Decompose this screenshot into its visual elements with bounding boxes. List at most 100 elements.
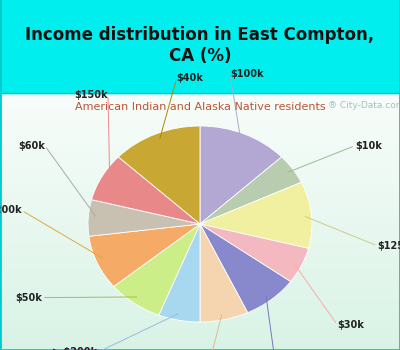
Bar [0, 250, 400, 252]
Bar [0, 149, 400, 152]
Bar [0, 160, 400, 162]
Bar [0, 345, 400, 348]
Bar [0, 144, 400, 147]
Bar [0, 273, 400, 275]
Bar [0, 222, 400, 224]
Bar [0, 242, 400, 245]
Bar [0, 304, 400, 306]
Bar [0, 245, 400, 247]
Bar [0, 121, 400, 124]
Text: $10k: $10k [355, 141, 382, 150]
Bar [0, 134, 400, 136]
Bar [0, 281, 400, 283]
Bar [0, 299, 400, 301]
Bar [0, 193, 400, 196]
Bar [0, 319, 400, 322]
Bar [0, 332, 400, 335]
Bar [0, 270, 400, 273]
Bar [0, 265, 400, 268]
Bar [0, 224, 400, 226]
Wedge shape [200, 224, 291, 313]
Text: $40k: $40k [177, 74, 204, 83]
Bar [0, 286, 400, 288]
Bar [0, 95, 400, 98]
Bar [0, 229, 400, 232]
Bar [0, 226, 400, 229]
Bar [0, 312, 400, 314]
Text: Income distribution in East Compton,
CA (%): Income distribution in East Compton, CA … [26, 26, 374, 65]
Bar [0, 278, 400, 281]
Bar [0, 198, 400, 201]
Bar [0, 206, 400, 209]
Bar [0, 260, 400, 262]
Text: $200k: $200k [0, 205, 22, 215]
Bar [0, 196, 400, 198]
Bar [0, 152, 400, 154]
Bar [0, 324, 400, 327]
Bar [0, 316, 400, 319]
Bar [0, 327, 400, 329]
Bar [0, 100, 400, 103]
Bar [0, 283, 400, 286]
Text: $150k: $150k [74, 90, 108, 100]
Text: $100k: $100k [230, 69, 264, 79]
Bar [0, 252, 400, 255]
Bar [0, 301, 400, 304]
Text: > $200k: > $200k [52, 348, 97, 350]
Wedge shape [200, 157, 301, 224]
Bar [0, 262, 400, 265]
Bar [0, 124, 400, 126]
Bar [0, 154, 400, 157]
Text: $60k: $60k [18, 141, 45, 150]
Bar [0, 348, 400, 350]
Bar [0, 314, 400, 316]
Bar [0, 131, 400, 134]
Bar [0, 203, 400, 206]
Bar [0, 219, 400, 222]
Wedge shape [118, 126, 200, 224]
Bar [0, 306, 400, 309]
Text: $125k: $125k [378, 241, 400, 251]
Wedge shape [200, 224, 308, 282]
Bar [0, 106, 400, 108]
Text: American Indian and Alaska Native residents: American Indian and Alaska Native reside… [75, 102, 325, 112]
Bar [0, 118, 400, 121]
Bar [0, 98, 400, 100]
Bar [0, 291, 400, 293]
Bar [0, 201, 400, 203]
Bar [0, 209, 400, 211]
Wedge shape [200, 182, 312, 248]
Bar [0, 170, 400, 173]
Bar [0, 257, 400, 260]
Bar [0, 188, 400, 190]
Bar [0, 103, 400, 106]
Bar [0, 108, 400, 111]
Bar [0, 147, 400, 149]
Bar [0, 322, 400, 324]
Bar [0, 309, 400, 312]
Bar [0, 216, 400, 219]
Wedge shape [92, 157, 200, 224]
Bar [0, 337, 400, 340]
Bar [0, 142, 400, 144]
Bar [0, 139, 400, 142]
Bar [0, 214, 400, 216]
Bar [0, 113, 400, 116]
Bar [0, 247, 400, 250]
Wedge shape [159, 224, 200, 322]
Bar [0, 0, 400, 93]
Bar [0, 129, 400, 131]
Bar [0, 232, 400, 234]
Bar [0, 167, 400, 170]
Bar [0, 116, 400, 118]
Bar [0, 211, 400, 213]
Bar [0, 162, 400, 165]
Wedge shape [200, 224, 248, 322]
Wedge shape [88, 199, 200, 236]
Wedge shape [89, 224, 200, 286]
Bar [0, 126, 400, 129]
Bar [0, 178, 400, 180]
Bar [0, 340, 400, 342]
Bar [0, 183, 400, 186]
Bar [0, 255, 400, 257]
